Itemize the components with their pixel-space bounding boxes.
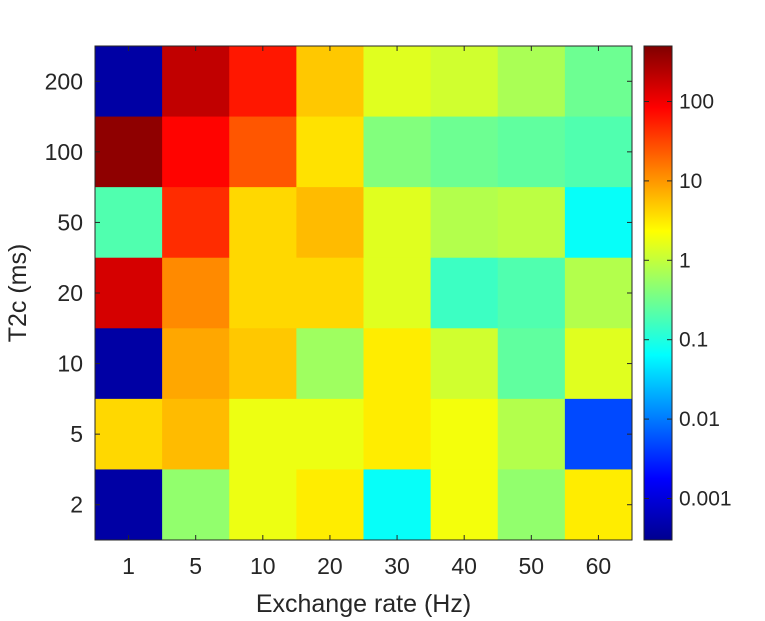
y-tick-label: 100 (45, 139, 83, 165)
heatmap-cell (162, 257, 230, 329)
colorbar-ticks: 0.001 0.01 0.1 1 10 100 (644, 90, 732, 510)
heatmap-cell (296, 187, 364, 259)
heatmap-cell (162, 46, 230, 118)
heatmap-cell (95, 187, 163, 259)
heatmap-cell (497, 257, 566, 329)
heatmap-cell (497, 469, 566, 541)
x-axis-label: Exchange rate (Hz) (256, 590, 471, 618)
heatmap-cell (95, 469, 163, 541)
heatmap-cell (564, 116, 633, 188)
heatmap-cell (363, 46, 432, 118)
y-tick-label: 20 (57, 280, 83, 306)
heatmap-cell (363, 328, 432, 400)
heatmap-cell (430, 257, 499, 329)
heatmap-cell (363, 469, 432, 541)
heatmap-cell (229, 328, 297, 400)
heatmap-cell (229, 398, 297, 470)
heatmap-cell (229, 46, 297, 118)
heatmap-cell (363, 187, 432, 259)
heatmap-cell (229, 187, 297, 259)
x-tick-label: 10 (250, 553, 276, 579)
heatmap-cell (430, 116, 499, 188)
colorbar-tick-label: 1 (679, 249, 691, 272)
heatmap-cell (430, 469, 499, 541)
x-tick-label: 5 (189, 553, 202, 579)
x-tick-labels: 1 5 10 20 30 40 50 60 (122, 553, 611, 579)
x-tick-label: 50 (519, 553, 545, 579)
heatmap-cell (497, 328, 566, 400)
x-tick-label: 30 (384, 553, 410, 579)
y-tick-label: 5 (70, 421, 83, 447)
heatmap-cell (564, 328, 633, 400)
heatmap-cell (497, 398, 566, 470)
x-tick-label: 20 (317, 553, 343, 579)
heatmap-cell (497, 187, 566, 259)
y-tick-label: 10 (57, 351, 83, 377)
heatmap-cell (363, 398, 432, 470)
y-tick-labels: 200 100 50 20 10 5 2 (45, 68, 83, 517)
heatmap-cell (363, 257, 432, 329)
heatmap-cell (497, 46, 566, 118)
heatmap-cell (162, 398, 230, 470)
x-tick-label: 1 (122, 553, 135, 579)
y-tick-label: 50 (57, 209, 83, 235)
x-tick-label: 60 (586, 553, 612, 579)
colorbar-tick-label: 0.001 (679, 487, 732, 510)
heatmap-cell (430, 187, 499, 259)
heatmap-cells (95, 46, 633, 541)
heatmap-cell (564, 187, 633, 259)
colorbar-tick-label: 0.01 (679, 408, 720, 431)
heatmap-cell (564, 257, 633, 329)
heatmap-cell (363, 116, 432, 188)
axis-ticks (95, 46, 632, 540)
heatmap-cell (95, 46, 163, 118)
heatmap-cell (296, 469, 364, 541)
heatmap-cell (296, 398, 364, 470)
heatmap-cell (229, 469, 297, 541)
y-axis-label: T2c (ms) (4, 244, 32, 343)
heatmap-cell (497, 116, 566, 188)
x-tick-label: 40 (451, 553, 477, 579)
heatmap-cell (564, 398, 633, 470)
y-tick-label: 200 (45, 68, 83, 94)
colorbar (643, 45, 673, 541)
colorbar-tick-label: 0.1 (679, 329, 708, 352)
heatmap-cell (430, 398, 499, 470)
heatmap-cell (162, 187, 230, 259)
colorbar-tick-label: 100 (679, 90, 714, 113)
heatmap-cell (95, 328, 163, 400)
heatmap-cell (95, 398, 163, 470)
heatmap-cell (229, 257, 297, 329)
heatmap-cell (296, 257, 364, 329)
heatmap-cell (95, 257, 163, 329)
heatmap-cell (564, 469, 633, 541)
heatmap-cell (430, 46, 499, 118)
heatmap-cell (95, 116, 163, 188)
y-tick-label: 2 (70, 492, 83, 518)
heatmap-cell (162, 328, 230, 400)
heatmap-cell (430, 328, 499, 400)
heatmap-cell (296, 328, 364, 400)
colorbar-tick-label: 10 (679, 170, 702, 193)
heatmap-cell (564, 46, 633, 118)
heatmap-cell (296, 46, 364, 118)
heatmap-cell (296, 116, 364, 188)
heatmap-cell (162, 469, 230, 541)
heatmap-cell (229, 116, 297, 188)
heatmap-cell (162, 116, 230, 188)
